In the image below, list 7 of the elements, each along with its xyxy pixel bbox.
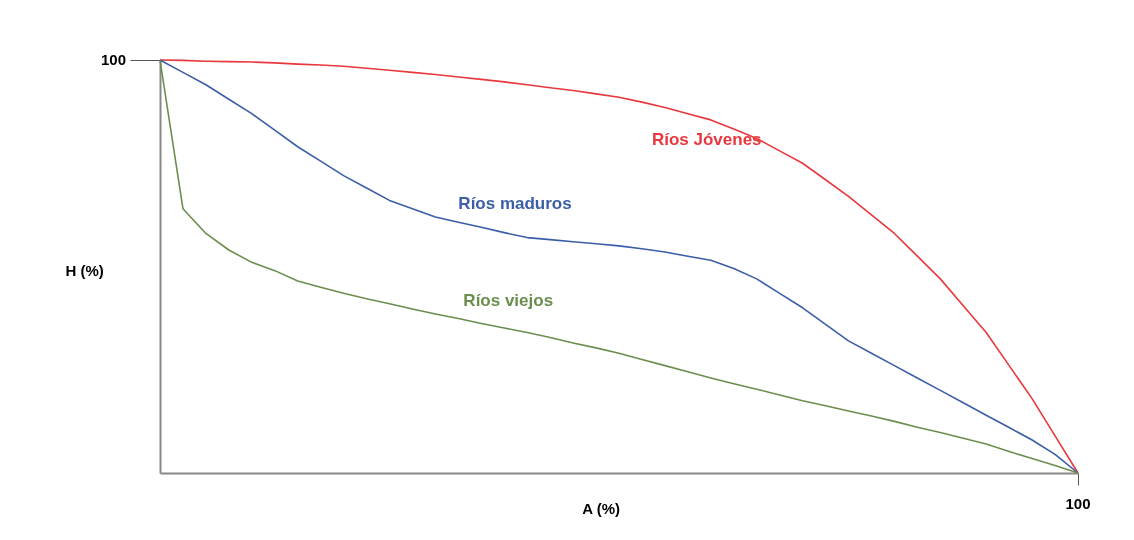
series-label: Ríos viejos [463, 290, 554, 310]
series-label: Ríos Jóvenes [651, 130, 762, 150]
series-label: Ríos maduros [458, 194, 572, 214]
y-axis-title: H (%) [65, 262, 104, 280]
text: 100 [100, 51, 126, 68]
x-axis-title: A (%) [582, 499, 621, 517]
text: 100 [1065, 495, 1091, 512]
